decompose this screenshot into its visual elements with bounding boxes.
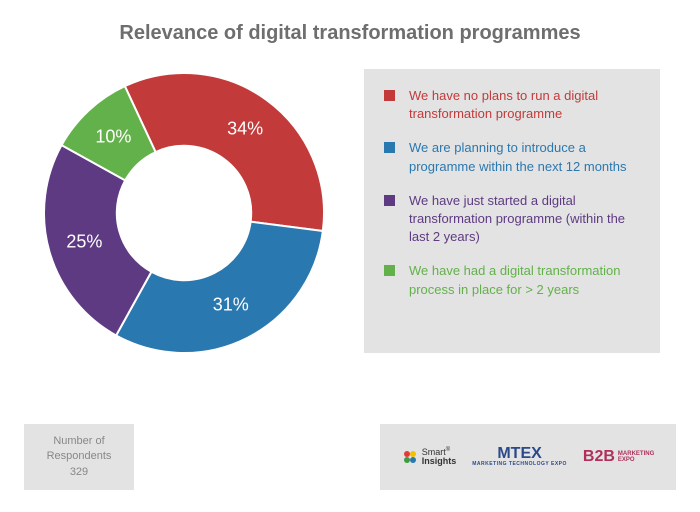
legend-item-0: We have no plans to run a digital transf…: [384, 87, 640, 123]
respondents-value: 329: [38, 465, 120, 480]
logo-b2b: B2BMARKETINGEXPO: [583, 449, 654, 465]
legend-item-1: We are planning to introduce a programme…: [384, 139, 640, 175]
footer-row: Number of Respondents 329 Smart®Insights…: [24, 424, 676, 490]
content-row: 34%31%25%10% We have no plans to run a d…: [0, 45, 700, 353]
legend-swatch-1: [384, 142, 395, 153]
legend-text-1: We are planning to introduce a programme…: [409, 139, 640, 175]
legend-swatch-0: [384, 90, 395, 101]
logo-mtex: MTEXMARKETING TECHNOLOGY EXPO: [472, 446, 567, 467]
respondents-label: Number of Respondents: [38, 434, 120, 465]
legend-swatch-2: [384, 195, 395, 206]
logos-box: Smart®Insights MTEXMARKETING TECHNOLOGY …: [380, 424, 676, 490]
legend-item-3: We have had a digital transformation pro…: [384, 262, 640, 298]
respondents-box: Number of Respondents 329: [24, 424, 134, 490]
chart-title: Relevance of digital transformation prog…: [0, 0, 700, 45]
legend-text-2: We have just started a digital transform…: [409, 192, 640, 247]
donut-chart: 34%31%25%10%: [44, 73, 324, 353]
legend-text-3: We have had a digital transformation pro…: [409, 262, 640, 298]
legend-text-0: We have no plans to run a digital transf…: [409, 87, 640, 123]
chart-area: 34%31%25%10%: [24, 63, 364, 353]
donut-slice-1: [116, 222, 323, 353]
legend-item-2: We have just started a digital transform…: [384, 192, 640, 247]
legend-swatch-3: [384, 265, 395, 276]
legend-box: We have no plans to run a digital transf…: [364, 69, 660, 353]
logo-smart-insights: Smart®Insights: [402, 447, 457, 466]
